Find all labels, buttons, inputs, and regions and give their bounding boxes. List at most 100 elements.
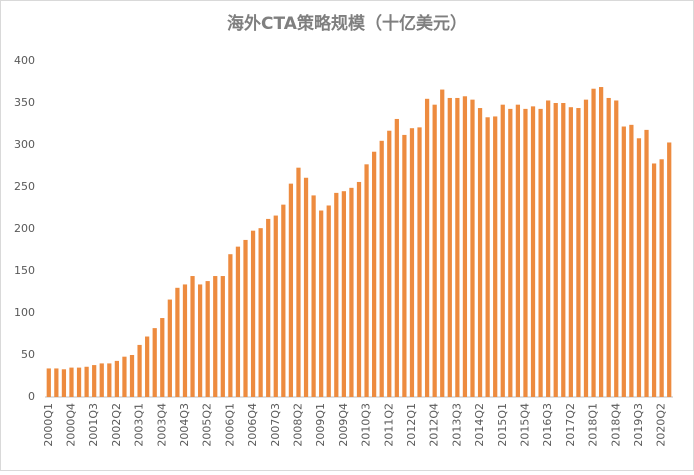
bar	[651, 163, 657, 397]
x-tick-label: 2009Q4	[337, 403, 350, 447]
x-tick-label: 2003Q4	[155, 403, 168, 447]
bar	[606, 97, 611, 398]
bar	[659, 159, 664, 397]
bar	[621, 126, 626, 398]
bar	[213, 276, 218, 397]
bar	[424, 98, 430, 398]
bar	[561, 103, 566, 397]
bar	[508, 108, 513, 397]
x-tick-label: 2001Q3	[87, 403, 100, 447]
bar	[349, 187, 354, 397]
bar	[273, 215, 278, 397]
bar	[470, 99, 475, 397]
bar	[667, 142, 672, 397]
bar	[61, 369, 67, 397]
bar	[500, 104, 505, 398]
y-tick-label: 400	[14, 54, 35, 67]
bar	[54, 368, 59, 397]
y-tick-label: 200	[14, 222, 35, 235]
bar	[160, 318, 165, 397]
x-tick-label: 2010Q3	[360, 403, 373, 447]
bar	[455, 97, 460, 398]
bar	[372, 151, 377, 397]
bar	[205, 281, 210, 397]
bar	[546, 100, 551, 397]
bar	[614, 100, 619, 397]
y-tick-label: 300	[14, 138, 35, 151]
x-tick-label: 2013Q3	[450, 403, 463, 447]
bar	[576, 108, 581, 397]
bar	[235, 246, 241, 397]
bar	[122, 356, 127, 397]
bar	[69, 367, 74, 397]
bar	[266, 218, 271, 397]
bar	[152, 328, 157, 397]
bar	[629, 124, 634, 397]
x-tick-label: 2002Q2	[110, 403, 123, 447]
bar	[538, 108, 543, 397]
bar	[258, 228, 263, 397]
bar	[250, 230, 256, 397]
bar	[129, 355, 135, 397]
x-tick-label: 2006Q4	[246, 403, 259, 447]
bar	[76, 367, 82, 397]
bar	[599, 87, 604, 397]
bar	[114, 360, 119, 397]
bar	[636, 138, 642, 397]
bar	[485, 117, 490, 397]
x-tick-label: 2016Q3	[541, 403, 554, 447]
bar	[296, 167, 301, 397]
bar	[137, 344, 142, 397]
x-tick-label: 2019Q3	[632, 403, 645, 447]
x-tick-label: 2020Q2	[655, 403, 668, 447]
x-tick-label: 2008Q2	[291, 403, 304, 447]
bar	[341, 191, 346, 397]
x-tick-label: 2011Q2	[382, 403, 395, 447]
bar	[167, 299, 172, 397]
chart-title: 海外CTA策略规模（十亿美元）	[227, 13, 467, 34]
bar	[356, 181, 362, 397]
bar	[515, 104, 521, 398]
x-tick-label: 2005Q2	[201, 403, 214, 447]
y-tick-label: 250	[14, 180, 35, 193]
bar	[644, 129, 649, 397]
bar	[92, 365, 97, 397]
x-tick-label: 2000Q1	[42, 403, 55, 447]
bar	[523, 108, 528, 397]
bar	[319, 210, 324, 397]
bar	[326, 205, 331, 397]
x-tick-label: 2012Q1	[405, 403, 418, 447]
x-tick-label: 2007Q3	[269, 403, 282, 447]
bar	[432, 104, 437, 398]
bar	[145, 336, 150, 397]
bar	[394, 118, 399, 398]
bar	[334, 192, 339, 397]
bar	[447, 97, 452, 398]
x-tick-label: 2017Q2	[564, 403, 577, 447]
bar	[175, 287, 180, 397]
bar	[364, 164, 369, 397]
bar	[493, 116, 498, 397]
x-tick-label: 2015Q4	[518, 403, 531, 447]
y-tick-label: 100	[14, 306, 35, 319]
bar	[568, 107, 573, 397]
x-tick-label: 2004Q3	[178, 403, 191, 447]
bar	[281, 204, 286, 397]
bar	[462, 96, 468, 397]
bar	[288, 183, 294, 397]
bar	[190, 276, 195, 397]
bar	[46, 368, 51, 397]
x-tick-label: 2006Q1	[223, 403, 236, 447]
bar	[583, 99, 589, 397]
bar	[243, 239, 248, 397]
y-tick-label: 50	[21, 348, 35, 361]
y-tick-label: 0	[28, 390, 35, 403]
x-tick-label: 2000Q4	[64, 403, 77, 447]
x-tick-label: 2014Q2	[473, 403, 486, 447]
y-tick-label: 350	[14, 96, 35, 109]
x-tick-label: 2018Q1	[587, 403, 600, 447]
bar	[303, 177, 309, 397]
